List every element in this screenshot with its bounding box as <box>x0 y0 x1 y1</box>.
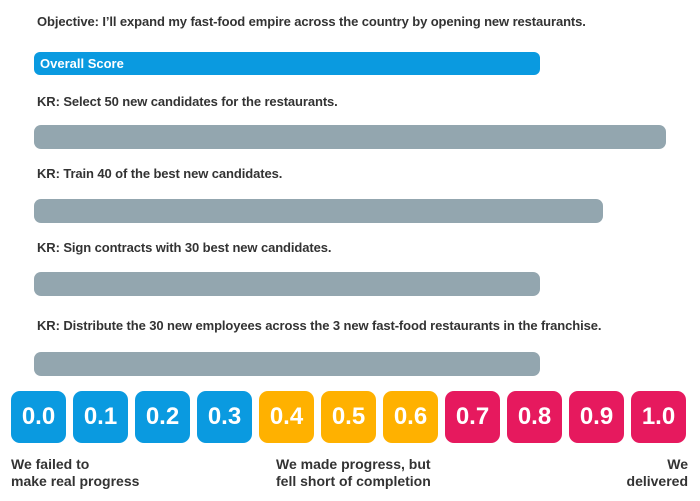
score-tile-0-9: 0.9 <box>569 391 624 443</box>
kr-2-label: KR: Train 40 of the best new candidates. <box>37 166 283 181</box>
kr-3-progress-bar <box>34 272 540 296</box>
score-tile-0-7: 0.7 <box>445 391 500 443</box>
kr-4-label: KR: Distribute the 30 new employees acro… <box>37 318 602 333</box>
kr-1-progress-bar <box>34 125 666 149</box>
score-tile-label: 0.4 <box>269 403 304 430</box>
score-tile-1-0: 1.0 <box>631 391 686 443</box>
score-tile-label: 0.7 <box>455 403 490 430</box>
score-tile-0-2: 0.2 <box>135 391 190 443</box>
caption-high: We delivered <box>626 456 688 489</box>
kr-4-progress-bar <box>34 352 540 376</box>
score-tile-label: 1.0 <box>641 403 676 430</box>
score-tile-0-5: 0.5 <box>321 391 376 443</box>
caption-low: We failed to make real progress <box>11 456 140 489</box>
score-tile-0-0: 0.0 <box>11 391 66 443</box>
score-tile-label: 0.8 <box>517 403 552 430</box>
caption-mid: We made progress, but fell short of compl… <box>276 456 431 489</box>
score-tile-0-3: 0.3 <box>197 391 252 443</box>
score-tile-label: 0.3 <box>207 403 242 430</box>
kr-3-label: KR: Sign contracts with 30 best new cand… <box>37 240 332 255</box>
overall-score-bar: Overall Score <box>34 52 540 75</box>
kr-1-label: KR: Select 50 new candidates for the res… <box>37 94 338 109</box>
score-scale: 0.0 0.1 0.2 0.3 0.4 0.5 0.6 0.7 0.8 0.9 … <box>11 391 689 443</box>
score-tile-0-8: 0.8 <box>507 391 562 443</box>
score-tile-label: 0.2 <box>145 403 180 430</box>
overall-score-label: Overall Score <box>40 56 124 71</box>
score-tile-0-1: 0.1 <box>73 391 128 443</box>
kr-2-progress-bar <box>34 199 603 223</box>
score-tile-label: 0.9 <box>579 403 614 430</box>
score-tile-label: 0.5 <box>331 403 366 430</box>
objective-text: Objective: I’ll expand my fast-food empi… <box>37 14 586 29</box>
score-tile-0-4: 0.4 <box>259 391 314 443</box>
score-tile-label: 0.6 <box>393 403 428 430</box>
score-tile-label: 0.1 <box>83 403 118 430</box>
score-tile-label: 0.0 <box>21 403 56 430</box>
score-tile-0-6: 0.6 <box>383 391 438 443</box>
